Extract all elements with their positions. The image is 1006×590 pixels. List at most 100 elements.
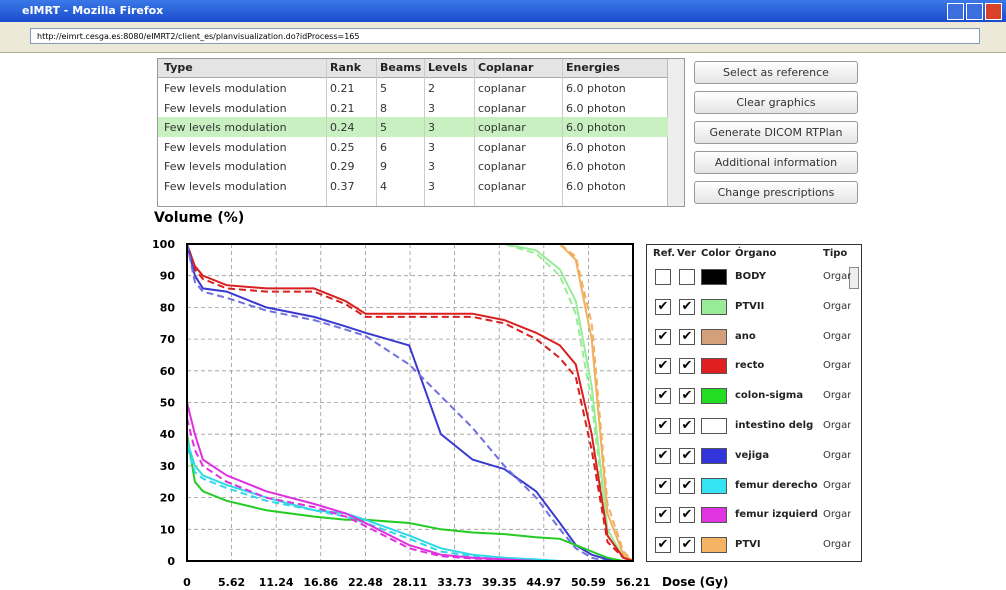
dvh-curve — [186, 418, 633, 562]
column-divider — [562, 59, 563, 206]
table-cell: coplanar — [478, 179, 526, 193]
table-cell: 5 — [380, 82, 387, 95]
organ-name: PTVI — [735, 539, 761, 551]
y-tick-label: 20 — [160, 492, 176, 505]
ver-checkbox[interactable]: ✔ — [679, 507, 695, 524]
ver-checkbox[interactable]: ✔ — [679, 537, 695, 554]
color-swatch — [701, 298, 727, 315]
y-tick-label: 10 — [160, 523, 176, 536]
organ-name: intestino delg — [735, 420, 814, 431]
table-cell: 4 — [380, 179, 387, 193]
x-axis-label: Dose (Gy) — [662, 575, 728, 589]
ref-checkbox[interactable]: ✔ — [655, 298, 671, 315]
y-tick-label: 30 — [160, 460, 176, 473]
y-tick-label: 50 — [160, 397, 176, 410]
ref-checkbox[interactable]: ✔ — [655, 537, 671, 554]
ver-checkbox[interactable]: ✔ — [679, 298, 695, 315]
scrollbar[interactable] — [667, 59, 684, 206]
organ-name: femur izquierd — [735, 509, 818, 521]
column-divider — [326, 59, 327, 206]
x-tick-label: 33.73 — [437, 576, 472, 589]
color-swatch — [701, 447, 727, 464]
y-tick-label: 100 — [152, 238, 175, 251]
table-cell: 5 — [380, 121, 387, 134]
table-cell: 6.0 photon — [566, 101, 626, 115]
button[interactable]: Change prescriptions — [694, 181, 858, 204]
ref-checkbox[interactable]: ✔ — [655, 477, 671, 494]
column-header: Rank — [330, 61, 362, 74]
ref-checkbox[interactable]: ✔ — [655, 328, 671, 345]
close[interactable] — [985, 3, 1002, 20]
x-tick-label: 39.35 — [482, 576, 517, 589]
table-cell: 0.25 — [330, 140, 355, 154]
x-tick-label: 5.62 — [218, 576, 245, 589]
y-tick-label: 60 — [160, 365, 176, 378]
organ-type: Organ — [823, 539, 851, 551]
ver-checkbox[interactable]: ✔ — [679, 477, 695, 494]
organ-type: Organ — [823, 390, 851, 402]
button[interactable]: Generate DICOM RTPlan — [694, 121, 858, 144]
table-cell: 6.0 photon — [566, 121, 626, 134]
table-cell: 6.0 photon — [566, 82, 626, 95]
column-header: Beams — [380, 61, 422, 74]
table-cell: 6.0 photon — [566, 179, 626, 193]
table-cell: Few levels modulation — [164, 121, 287, 134]
table-header — [158, 59, 668, 78]
table-cell: 6.0 photon — [566, 160, 626, 173]
plan-table: Type Rank Beams Levels Coplanar Energies Few l… — [157, 58, 685, 207]
ver-checkbox[interactable]: ✔ — [679, 447, 695, 464]
table-cell: 0.29 — [330, 160, 355, 173]
table-cell: Few levels modulation — [164, 179, 287, 193]
ref-checkbox[interactable]: ✔ — [655, 447, 671, 464]
organ-header: Tipo — [823, 248, 848, 259]
x-tick-label: 56.21 — [616, 576, 651, 589]
table-cell: 3 — [428, 160, 435, 173]
plot-border — [186, 243, 634, 562]
x-tick-label: 22.48 — [348, 576, 383, 589]
button[interactable]: Select as reference — [694, 61, 858, 84]
y-tick-label: 0 — [167, 555, 175, 568]
dvh-curve — [186, 243, 634, 562]
table-cell: 3 — [428, 179, 435, 193]
table-cell: coplanar — [478, 101, 526, 115]
ver-checkbox[interactable]: ✔ — [679, 358, 695, 375]
organ-name: PTVII — [735, 300, 765, 312]
table-cell: 6 — [380, 140, 387, 154]
table-cell: coplanar — [478, 160, 526, 173]
table-cell: Few levels modulation — [164, 140, 287, 154]
ref-checkbox[interactable]: ✔ — [655, 418, 671, 434]
table-cell: coplanar — [478, 140, 526, 154]
color-swatch — [701, 507, 727, 524]
dvh-curve — [186, 434, 633, 562]
organ-header: Órgano — [735, 248, 777, 259]
x-tick-label: 16.86 — [303, 576, 338, 589]
organ-panel: Ref. Ver Color Órgano Tipo BODY Organ ✔ ✔ PTVII Or… — [646, 244, 862, 562]
column-divider — [474, 59, 475, 206]
table-cell: Few levels modulation — [164, 82, 287, 95]
ref-checkbox[interactable]: ✔ — [655, 388, 671, 405]
scrollbar[interactable] — [849, 267, 859, 289]
ver-checkbox[interactable]: ✔ — [679, 328, 695, 345]
button[interactable]: Additional information — [694, 151, 858, 174]
ver-checkbox[interactable]: ✔ — [679, 388, 695, 405]
button[interactable]: Clear graphics — [694, 91, 858, 114]
ref-checkbox[interactable] — [655, 269, 671, 285]
column-header: Coplanar — [478, 61, 534, 74]
minimize[interactable] — [947, 3, 964, 20]
ref-checkbox[interactable]: ✔ — [655, 358, 671, 375]
color-swatch — [701, 269, 727, 285]
table-cell: 0.24 — [330, 121, 355, 134]
maximize[interactable] — [966, 3, 983, 20]
table-cell: coplanar — [478, 82, 526, 95]
address-bar: http://eimrt.cesga.es:8080/eIMRT2/client… — [0, 22, 1006, 53]
organ-header: Ver — [677, 248, 696, 259]
url-field[interactable]: http://eimrt.cesga.es:8080/eIMRT2/client… — [30, 28, 980, 44]
organ-type: Organ — [823, 479, 851, 491]
organ-name: colon-sigma — [735, 390, 804, 402]
color-swatch — [701, 477, 727, 494]
table-cell: 6.0 photon — [566, 140, 626, 154]
ver-checkbox[interactable] — [679, 269, 695, 285]
column-divider — [376, 59, 377, 206]
ver-checkbox[interactable]: ✔ — [679, 418, 695, 434]
ref-checkbox[interactable]: ✔ — [655, 507, 671, 524]
